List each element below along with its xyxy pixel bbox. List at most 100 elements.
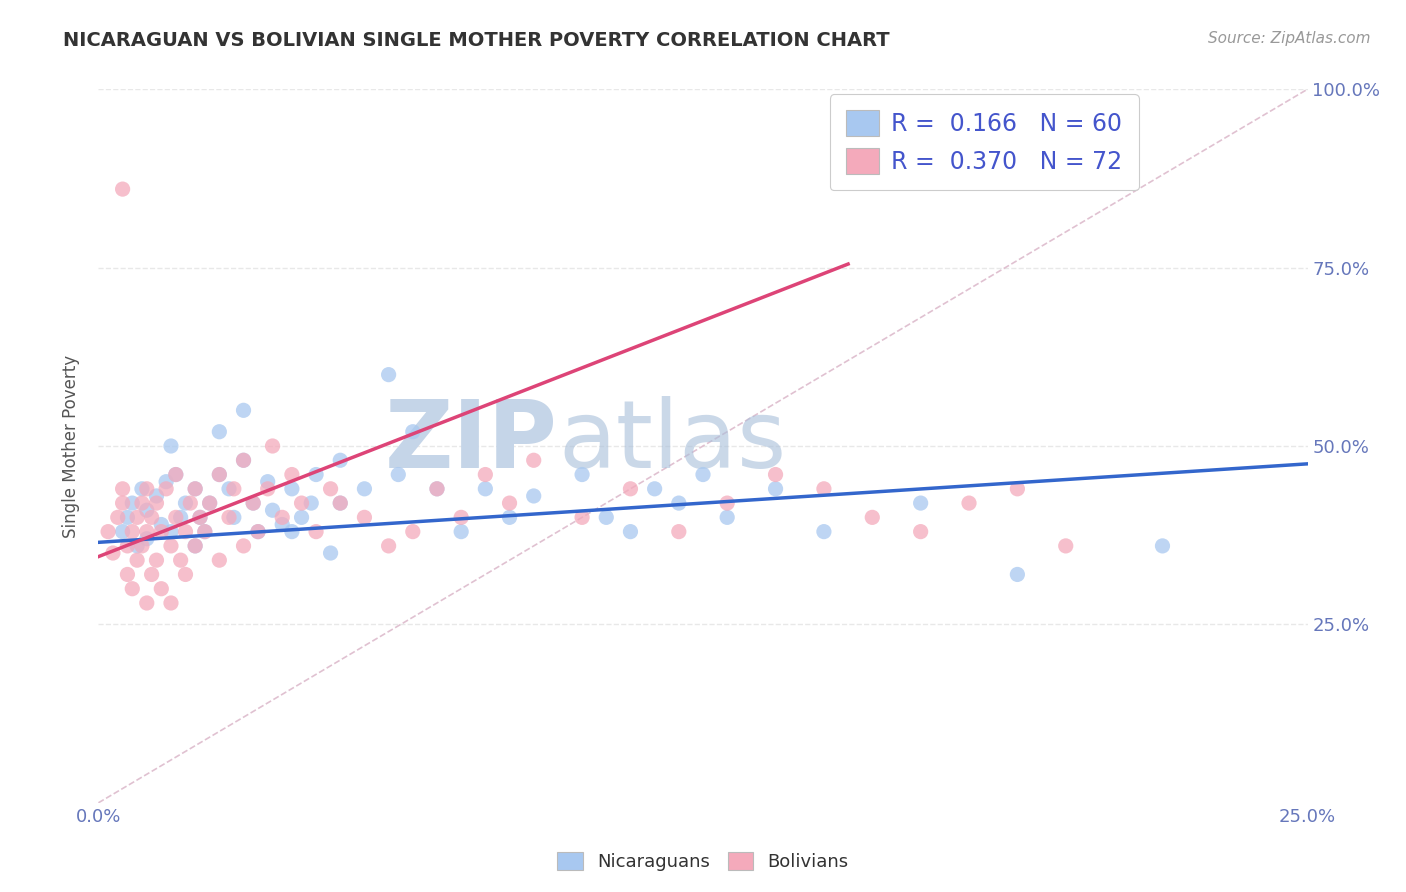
Point	[668, 524, 690, 539]
Point	[716, 510, 738, 524]
Point	[571, 467, 593, 482]
Point	[111, 524, 134, 539]
Point	[188, 510, 211, 524]
Point	[232, 539, 254, 553]
Point	[208, 467, 231, 482]
Point	[169, 510, 191, 524]
Point	[160, 439, 183, 453]
Point	[121, 496, 143, 510]
Point	[571, 510, 593, 524]
Point	[184, 539, 207, 553]
Point	[281, 467, 304, 482]
Point	[353, 510, 375, 524]
Point	[1152, 539, 1174, 553]
Point	[813, 482, 835, 496]
Point	[184, 482, 207, 496]
Point	[121, 582, 143, 596]
Point	[319, 482, 342, 496]
Point	[208, 467, 231, 482]
Point	[716, 496, 738, 510]
Point	[426, 482, 449, 496]
Point	[290, 496, 312, 510]
Point	[184, 539, 207, 553]
Point	[402, 524, 425, 539]
Point	[619, 482, 641, 496]
Point	[232, 453, 254, 467]
Point	[281, 524, 304, 539]
Point	[242, 496, 264, 510]
Point	[377, 368, 399, 382]
Point	[1054, 539, 1077, 553]
Point	[271, 510, 294, 524]
Point	[117, 539, 139, 553]
Point	[860, 510, 883, 524]
Point	[523, 453, 546, 467]
Point	[299, 496, 322, 510]
Point	[160, 539, 183, 553]
Point	[218, 482, 240, 496]
Point	[242, 496, 264, 510]
Point	[165, 467, 187, 482]
Point	[377, 539, 399, 553]
Point	[131, 482, 153, 496]
Point	[198, 496, 221, 510]
Point	[218, 510, 240, 524]
Point	[174, 524, 197, 539]
Point	[150, 517, 173, 532]
Point	[141, 567, 163, 582]
Point	[208, 553, 231, 567]
Point	[174, 567, 197, 582]
Point	[957, 496, 980, 510]
Point	[256, 475, 278, 489]
Point	[692, 467, 714, 482]
Point	[188, 510, 211, 524]
Point	[450, 510, 472, 524]
Point	[111, 182, 134, 196]
Legend: R =  0.166   N = 60, R =  0.370   N = 72: R = 0.166 N = 60, R = 0.370 N = 72	[830, 94, 1139, 190]
Point	[194, 524, 217, 539]
Point	[135, 532, 157, 546]
Point	[208, 425, 231, 439]
Point	[523, 489, 546, 503]
Point	[305, 467, 328, 482]
Point	[160, 596, 183, 610]
Point	[1007, 567, 1029, 582]
Point	[107, 510, 129, 524]
Point	[117, 510, 139, 524]
Point	[290, 510, 312, 524]
Point	[644, 482, 666, 496]
Point	[179, 496, 201, 510]
Point	[402, 425, 425, 439]
Point	[150, 582, 173, 596]
Point	[595, 510, 617, 524]
Point	[247, 524, 270, 539]
Point	[127, 553, 149, 567]
Point	[498, 510, 520, 524]
Point	[329, 496, 352, 510]
Point	[135, 524, 157, 539]
Point	[145, 496, 167, 510]
Point	[101, 546, 124, 560]
Point	[160, 524, 183, 539]
Point	[127, 510, 149, 524]
Text: NICARAGUAN VS BOLIVIAN SINGLE MOTHER POVERTY CORRELATION CHART: NICARAGUAN VS BOLIVIAN SINGLE MOTHER POV…	[63, 31, 890, 50]
Point	[256, 482, 278, 496]
Point	[498, 496, 520, 510]
Point	[1007, 482, 1029, 496]
Point	[222, 510, 245, 524]
Point	[232, 453, 254, 467]
Point	[150, 524, 173, 539]
Text: atlas: atlas	[558, 396, 786, 489]
Point	[194, 524, 217, 539]
Point	[222, 482, 245, 496]
Point	[450, 524, 472, 539]
Point	[165, 467, 187, 482]
Point	[910, 496, 932, 510]
Point	[135, 503, 157, 517]
Point	[145, 489, 167, 503]
Point	[765, 467, 787, 482]
Point	[145, 553, 167, 567]
Point	[474, 467, 496, 482]
Point	[127, 539, 149, 553]
Point	[305, 524, 328, 539]
